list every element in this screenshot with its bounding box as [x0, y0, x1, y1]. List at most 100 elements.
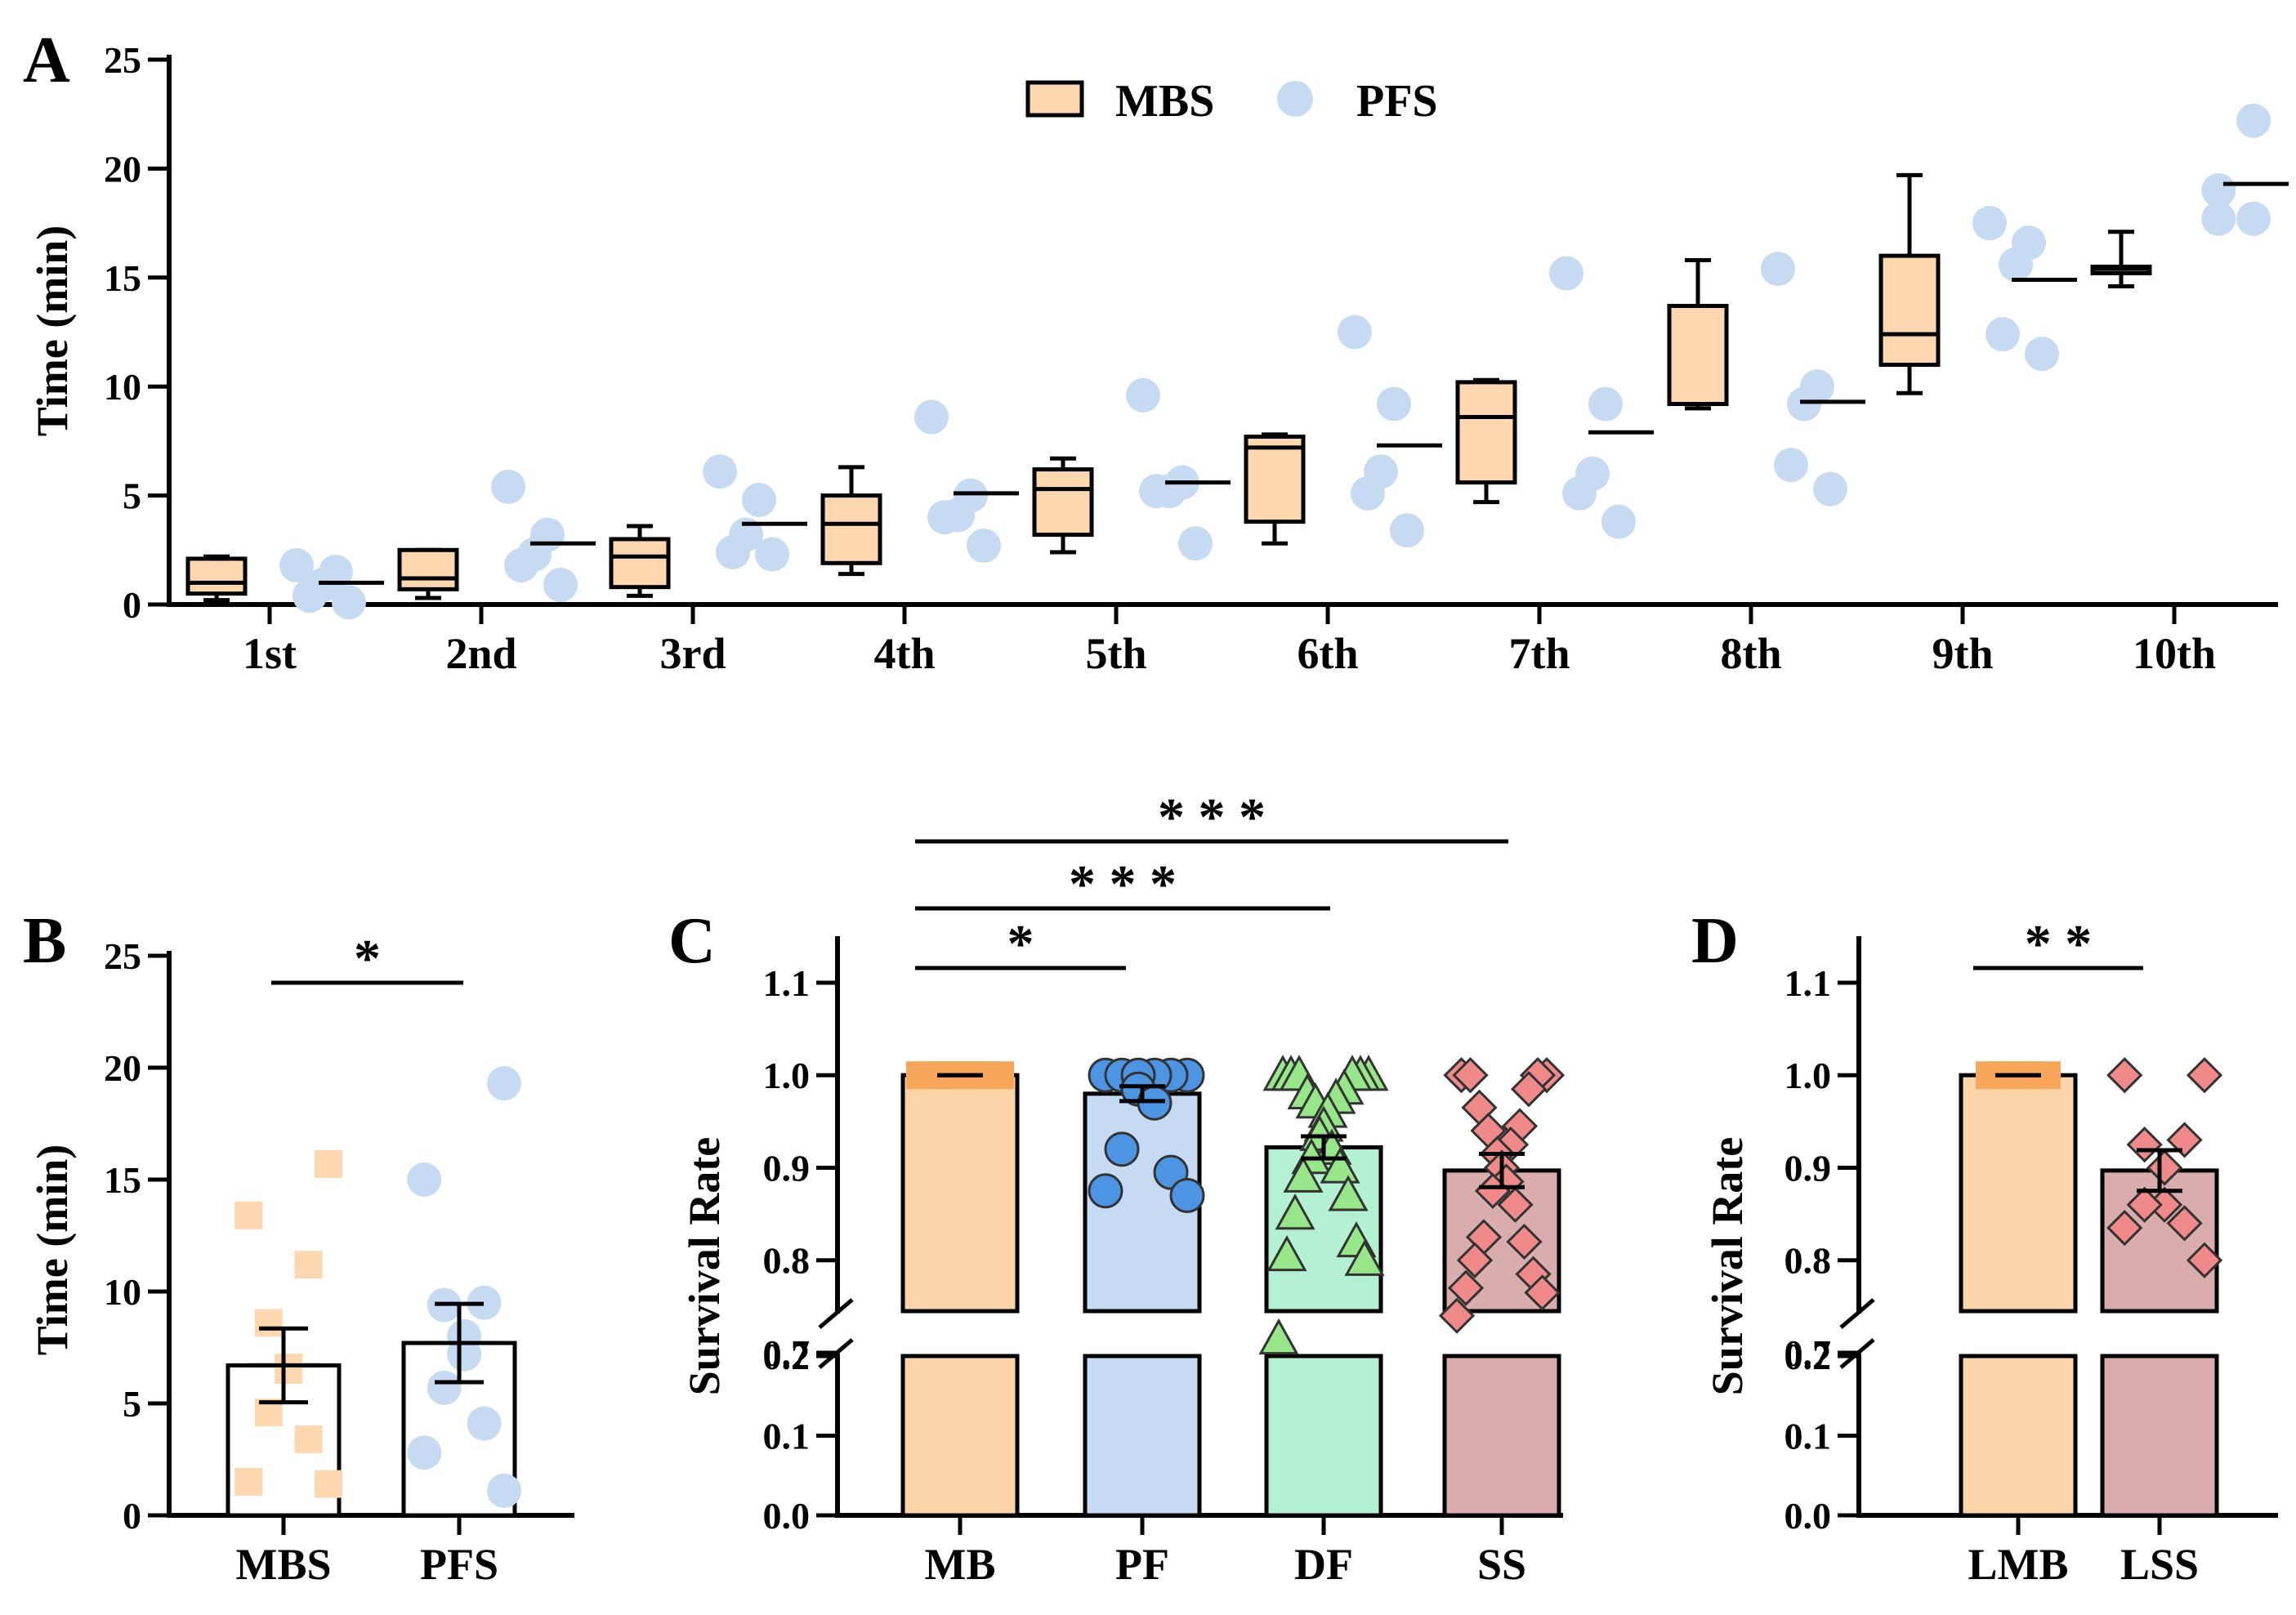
pfs-point [491, 469, 525, 504]
panel-b-y-tick-label: 15 [104, 1159, 141, 1201]
pfs-point [954, 478, 988, 513]
panel-b-point [467, 1285, 502, 1320]
panel-a-x-tick-label: 8th [1720, 629, 1781, 678]
legend-pfs-marker [1277, 81, 1313, 117]
panel-c-y-tick-label: 1.1 [763, 962, 811, 1004]
panel-d-point [2106, 1209, 2143, 1247]
panel-b-point [447, 1318, 482, 1354]
pfs-point [1549, 256, 1584, 291]
pfs-point [729, 517, 763, 552]
panel-d-axis-break-mark [1839, 1298, 1875, 1329]
panel-b-y-tick-label: 0 [123, 1495, 141, 1537]
pfs-point [1800, 369, 1834, 404]
mbs-box [609, 537, 671, 590]
panel-d-chart: D Survival Rate 0.0 0.1 0.20.7 0.8 0.9 1.0 1.1… [1691, 905, 2278, 1589]
panel-d-bar-lower [2100, 1354, 2219, 1518]
mbs-box [1878, 253, 1941, 368]
panel-c-x-tick-label: MB [925, 1540, 996, 1589]
panel-d-y-tick-label: 0.7 [1785, 1332, 1832, 1374]
panel-b-point [235, 1201, 263, 1229]
pfs-point [332, 585, 366, 620]
panel-c-point [1283, 1156, 1324, 1193]
panel-c-bar-lower [1264, 1354, 1383, 1518]
panel-c-bar-upper [900, 1073, 1020, 1314]
pfs-point [2025, 337, 2059, 372]
panel-c-axis-break-mark [818, 1298, 854, 1329]
panel-d-y-tick-label: 1.1 [1785, 962, 1832, 1004]
panel-a-x-tick-label: 4th [873, 629, 935, 678]
panel-c-chart: C Survival Rate 0.0 0.1 0.20.7 0.8 0.9 1.0 1.1… [668, 787, 1566, 1589]
panel-a-legend: MBS PFS [1025, 76, 1438, 127]
mbs-box [185, 556, 248, 596]
panel-d-point [2186, 1242, 2223, 1278]
panel-d-point [2126, 1186, 2163, 1223]
panel-c-y-tick-label: 0.1 [763, 1416, 811, 1457]
panel-c-y-tick-label: 0.9 [763, 1147, 811, 1189]
panel-a-chart: A Time (min) MBS PFS 0 5 10 15 20 25 1st 2nd 3rd… [23, 25, 2289, 678]
panel-a-y-label: Time (min) [28, 225, 77, 436]
panel-d-point [2166, 1205, 2203, 1242]
pfs-point [2236, 103, 2271, 138]
panel-c-point [1258, 1318, 1299, 1355]
pfs-point [967, 528, 1001, 563]
mbs-box [1667, 303, 1729, 407]
pfs-point [914, 399, 949, 435]
panel-a-x-tick-label: 2nd [445, 629, 516, 678]
panel-b-point [487, 1473, 521, 1508]
pfs-point [1338, 315, 1372, 350]
panel-c-point [1438, 1297, 1476, 1334]
legend-mbs-swatch [1025, 80, 1084, 118]
pfs-point [279, 547, 314, 582]
panel-c-point [1320, 1147, 1360, 1184]
pfs-point [1601, 504, 1636, 539]
panel-b-point [427, 1370, 462, 1405]
panel-b-x-tick-label: MBS [235, 1540, 331, 1589]
panel-c-y-tick-label: 0.7 [763, 1332, 811, 1374]
panel-b-point [407, 1435, 442, 1470]
panel-b-y-tick-label: 10 [104, 1271, 141, 1313]
mbs-box [1244, 435, 1306, 524]
pfs-point [703, 454, 737, 489]
panel-b-y-tick-label: 25 [104, 935, 141, 977]
panel-d-bar-lower [1959, 1354, 2078, 1518]
pfs-point [1986, 317, 2020, 352]
panel-c-point [1510, 1071, 1548, 1108]
panel-d-bar-upper [1959, 1073, 2078, 1314]
panel-c-point [1266, 1234, 1307, 1272]
mbs-box [397, 547, 459, 591]
panel-c-bar-lower [1442, 1354, 1561, 1518]
panel-d-significance-label: * * [2025, 914, 2093, 974]
panel-c-point [1328, 1175, 1369, 1211]
panel-b-point [235, 1467, 263, 1496]
pfs-point [2236, 201, 2271, 236]
pfs-point [1972, 206, 2007, 241]
pfs-point [1774, 448, 1808, 483]
pfs-point [1813, 471, 1847, 506]
pfs-point [1377, 386, 1411, 422]
panel-d-point [2186, 1057, 2223, 1094]
panel-b-significance-label: * [354, 929, 381, 988]
panel-d-y-label: Survival Rate [1703, 1137, 1752, 1396]
panel-d-point [2106, 1057, 2143, 1094]
panel-b-point [294, 1251, 323, 1279]
panel-c-point [1344, 1239, 1385, 1276]
panel-c-significance-label: * * * [1069, 854, 1177, 914]
panel-d-y-tick-label: 0.8 [1785, 1240, 1832, 1282]
pfs-point [1588, 386, 1623, 422]
panel-b-y-tick-label: 20 [104, 1047, 141, 1089]
panel-b-point [294, 1425, 323, 1453]
panel-d-y-tick-label: 0.2 [1785, 1336, 1832, 1377]
panel-c-point [1447, 1269, 1485, 1306]
pfs-point [2012, 225, 2046, 261]
pfs-point [1390, 513, 1424, 548]
panel-d-point [2146, 1149, 2183, 1186]
pfs-point [1364, 454, 1398, 489]
panel-c-y-tick-label: 1.0 [763, 1055, 811, 1096]
panel-c-x-tick-label: PF [1115, 1540, 1169, 1589]
pfs-point [1575, 456, 1610, 491]
panel-c-bar-lower [1083, 1354, 1202, 1518]
panel-a-y-tick-label: 20 [104, 148, 141, 190]
panel-d-y-tick-label: 0.0 [1785, 1495, 1832, 1537]
pfs-point [2201, 201, 2236, 236]
